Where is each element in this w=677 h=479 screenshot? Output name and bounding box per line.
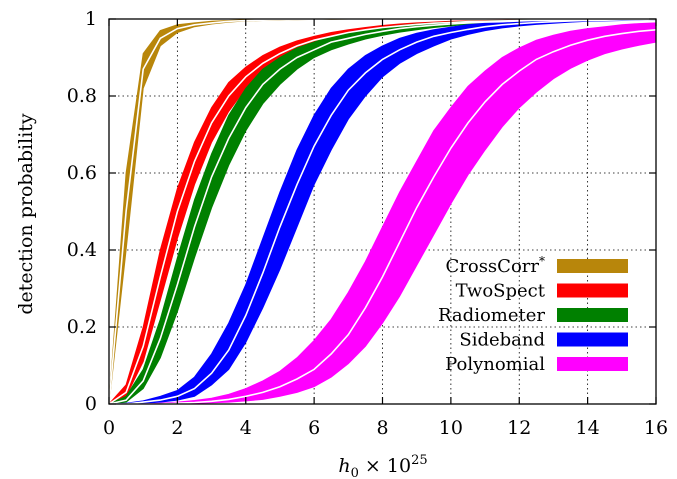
y-tick-label: 0: [85, 393, 97, 415]
legend: CrossCorr* TwoSpect Radiometer Sideband Poly…: [438, 254, 628, 375]
legend-label: Sideband: [459, 330, 545, 351]
y-tick-label: 0.6: [67, 162, 97, 184]
mean-line-radiometer: [108, 18, 657, 405]
x-tick-label: 12: [507, 417, 531, 439]
y-axis-label: detection probability: [15, 113, 37, 315]
x-tick-label: 6: [308, 417, 320, 439]
legend-swatch: [557, 357, 628, 371]
x-tick-label: 14: [576, 417, 600, 439]
x-tick-label: 10: [439, 417, 463, 439]
legend-swatch: [557, 308, 628, 322]
legend-label: Radiometer: [438, 305, 545, 326]
y-tick-label: 1: [85, 8, 97, 30]
legend-swatch: [557, 332, 628, 347]
x-tick-label: 4: [240, 417, 252, 439]
x-axis-label: h0 × 1025: [338, 453, 427, 479]
mean-line-polynomial: [109, 29, 657, 405]
y-tick-label: 0.4: [67, 239, 97, 261]
axis-ticks: 0 2 4 6 8 10 12 14 16 0 0.2 0.4 0.6 0.8 1: [67, 8, 668, 439]
x-tick-label: 16: [644, 417, 668, 439]
legend-label: Polynomial: [445, 354, 545, 375]
x-tick-label: 8: [376, 417, 388, 439]
legend-swatch: [557, 283, 628, 298]
x-tick-label: 2: [171, 417, 183, 439]
legend-label: TwoSpect: [456, 281, 546, 302]
legend-swatch: [557, 259, 628, 273]
mean-line-sideband: [109, 18, 657, 405]
x-tick-label: 0: [103, 417, 115, 439]
y-tick-label: 0.2: [67, 316, 97, 338]
y-tick-label: 0.8: [67, 85, 97, 107]
legend-label: CrossCorr*: [445, 254, 545, 277]
